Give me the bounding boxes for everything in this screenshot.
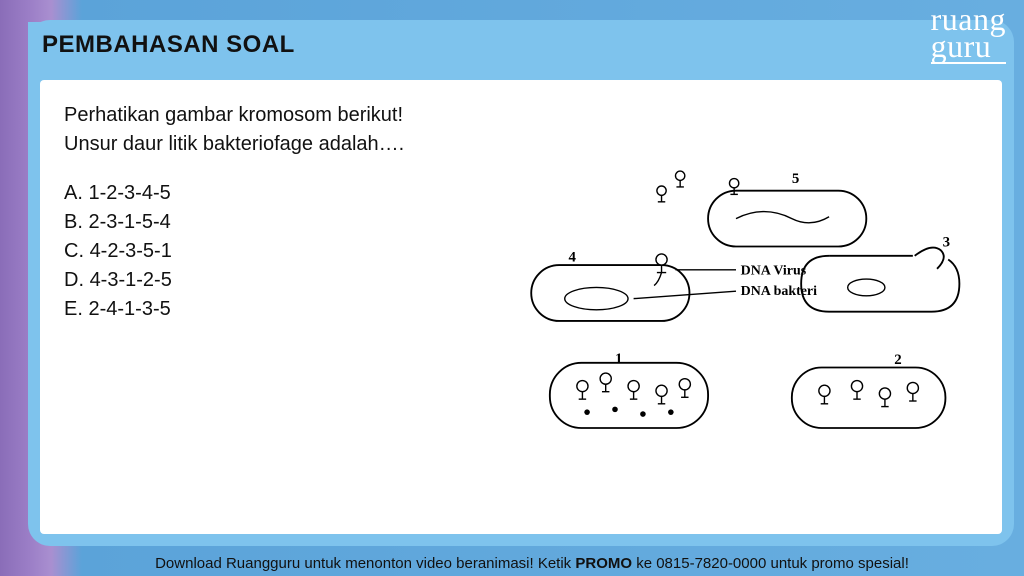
brand-logo: ruang guru	[931, 6, 1006, 64]
footer-banner: Download Ruangguru untuk menonton video …	[60, 555, 1004, 572]
option-a: A. 1-2-3-4-5	[64, 180, 484, 207]
tab-title: PEMBAHASAN SOAL	[42, 31, 295, 59]
question-line-1: Perhatikan gambar kromosom berikut!	[64, 102, 484, 129]
anno-dna-bakteri: DNA bakteri	[741, 284, 817, 299]
option-e: E. 2-4-1-3-5	[64, 296, 484, 323]
footer-pre: Download Ruangguru untuk menonton video …	[155, 555, 575, 572]
cell-5	[657, 171, 866, 246]
cell-3	[801, 248, 959, 312]
option-b: B. 2-3-1-5-4	[64, 209, 484, 236]
label-1: 1	[615, 351, 622, 367]
cell-2	[792, 368, 946, 429]
question-column: Perhatikan gambar kromosom berikut! Unsu…	[64, 102, 484, 512]
option-d: D. 4-3-1-2-5	[64, 267, 484, 294]
option-c: C. 4-2-3-5-1	[64, 238, 484, 265]
label-3: 3	[943, 234, 950, 250]
cell-4	[531, 254, 736, 321]
label-2: 2	[894, 352, 901, 368]
lytic-cycle-diagram: 5 4 3 1 2 DNA Virus DNA bakteri	[494, 102, 978, 512]
cell-1	[550, 363, 708, 428]
options-list: A. 1-2-3-4-5 B. 2-3-1-5-4 C. 4-2-3-5-1 D…	[64, 180, 484, 323]
footer-bold: PROMO	[575, 555, 632, 572]
diagram-column: 5 4 3 1 2 DNA Virus DNA bakteri	[494, 102, 978, 512]
brand-line2: guru	[931, 33, 1006, 64]
header-tab: PEMBAHASAN SOAL	[28, 22, 383, 68]
question-line-2: Unsur daur litik bakteriofage adalah….	[64, 131, 484, 158]
label-5: 5	[792, 171, 799, 187]
label-4: 4	[568, 249, 576, 265]
footer-post: ke 0815-7820-0000 untuk promo spesial!	[632, 555, 909, 572]
anno-dna-virus: DNA Virus	[741, 263, 807, 278]
content-panel: Perhatikan gambar kromosom berikut! Unsu…	[40, 80, 1002, 534]
